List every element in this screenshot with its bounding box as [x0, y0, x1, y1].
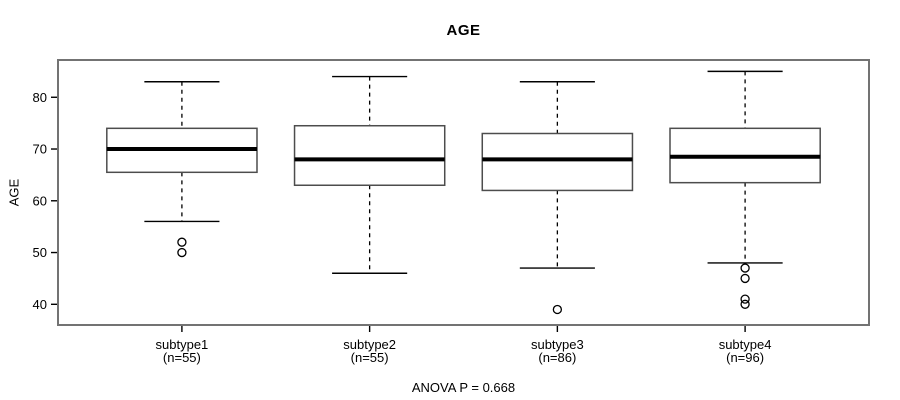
- y-axis-label: AGE: [6, 178, 22, 207]
- outlier-subtype4-1: [740, 273, 750, 284]
- x-label-subtype4: subtype4: [719, 337, 772, 352]
- x-sublabel-subtype4: (n=96): [726, 350, 764, 365]
- y-tick-label-80: 80: [33, 90, 47, 105]
- x-sublabel-subtype2: (n=55): [351, 350, 389, 365]
- outlier-subtype4-0: [740, 263, 750, 273]
- outlier-subtype4-2: [740, 294, 750, 304]
- outlier-subtype1-1: [177, 247, 187, 258]
- x-label-subtype3: subtype3: [531, 337, 584, 352]
- plot-frame: [57, 59, 870, 326]
- box-subtype3: [481, 132, 634, 192]
- anova-annotation: ANOVA P = 0.668: [411, 380, 516, 395]
- y-tick-label-40: 40: [33, 297, 47, 312]
- x-label-subtype2: subtype2: [343, 337, 396, 352]
- x-sublabel-subtype3: (n=86): [538, 350, 576, 365]
- y-tick-label-70: 70: [33, 142, 47, 157]
- x-sublabel-subtype1: (n=55): [163, 350, 201, 365]
- y-tick-label-60: 60: [33, 193, 47, 208]
- y-tick-label-50: 50: [33, 245, 47, 260]
- chart-title: AGE: [446, 22, 481, 39]
- outlier-subtype3-0: [552, 304, 563, 315]
- x-label-subtype1: subtype1: [156, 337, 209, 352]
- box-subtype2: [293, 124, 446, 187]
- outlier-subtype4-3: [740, 299, 750, 309]
- outlier-subtype1-0: [177, 237, 187, 247]
